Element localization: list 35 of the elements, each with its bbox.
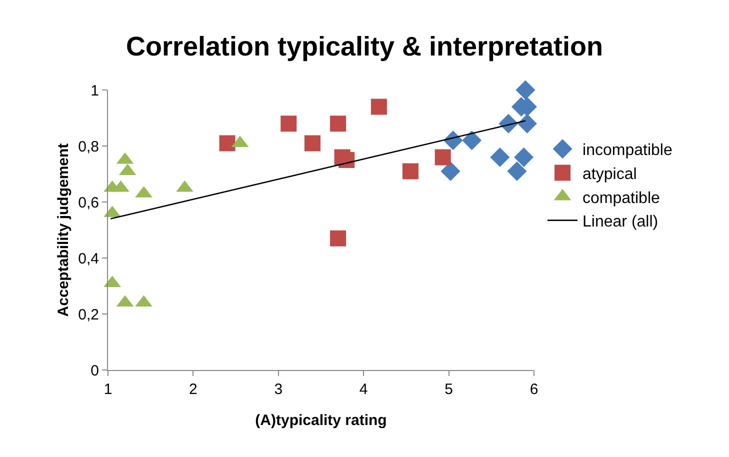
point	[516, 80, 536, 100]
point	[490, 147, 510, 167]
x-tick-label: 4	[359, 381, 368, 398]
y-tick-label: 0,8	[78, 138, 99, 156]
point	[507, 161, 527, 181]
point	[219, 135, 236, 152]
point	[330, 230, 346, 246]
y-tick-label: 1	[90, 82, 99, 100]
point	[304, 135, 320, 152]
y-tick-label: 0	[90, 362, 99, 380]
x-tick-label: 2	[189, 381, 198, 398]
y-tick-label: 0,6	[78, 194, 99, 212]
x-tick-label: 1	[104, 381, 112, 398]
point	[330, 116, 346, 132]
x-tick-label: 5	[444, 381, 453, 398]
point	[440, 161, 460, 181]
point	[280, 116, 297, 132]
legend-label: atypical	[582, 166, 637, 183]
x-tick-label: 6	[530, 381, 538, 398]
x-axis-title: (A)typicality rating	[255, 412, 387, 429]
y-tick-label: 0,2	[78, 306, 99, 324]
point	[517, 114, 537, 134]
chart-title: Correlation typicality & interpretation	[126, 31, 604, 62]
legend-label: Linear (all)	[582, 214, 658, 231]
y-axis-title: Acceptability judgement	[55, 143, 72, 317]
x-tick-label: 3	[274, 381, 283, 398]
point	[402, 163, 418, 180]
point	[462, 130, 482, 150]
legend-label: incompatible	[582, 142, 672, 160]
point	[370, 98, 387, 115]
legend-label: compatible	[582, 190, 660, 207]
point	[434, 149, 451, 166]
point	[514, 147, 534, 167]
point	[338, 152, 355, 168]
y-tick-label: 0,4	[78, 250, 99, 268]
